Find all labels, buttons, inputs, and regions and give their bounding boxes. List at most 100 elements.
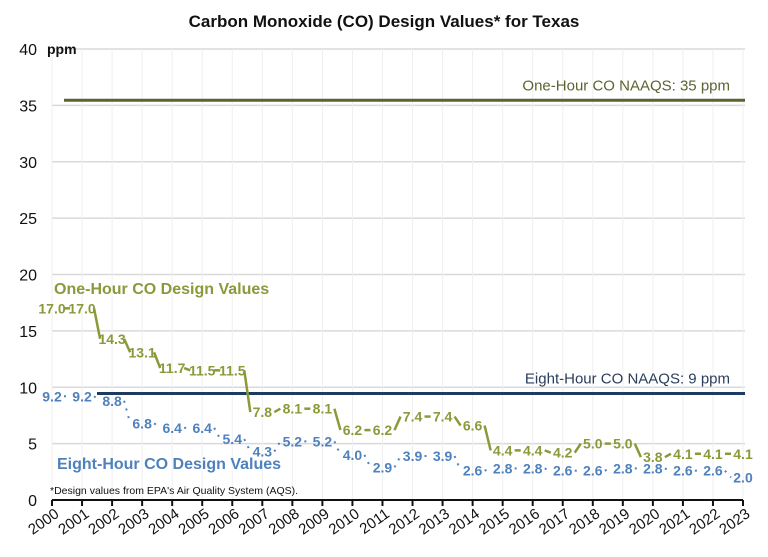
series-segment: [724, 470, 732, 479]
reference-lines: One-Hour CO NAAQS: 35 ppm Eight-Hour CO N…: [64, 77, 745, 395]
data-label: 17.0: [38, 300, 65, 316]
x-tick-label: 2016: [506, 505, 543, 538]
series-segment: [484, 467, 492, 472]
data-label: 4.1: [673, 446, 693, 462]
series-label-one-hour: One-Hour CO Design Values: [54, 281, 269, 298]
x-tick-label: 2020: [626, 505, 663, 538]
series-segment: [604, 467, 612, 472]
data-label: 7.4: [433, 409, 453, 425]
y-axis-unit-label: ppm: [47, 41, 77, 57]
data-label: 3.8: [643, 449, 663, 465]
data-label: 8.8: [102, 393, 122, 409]
chart-title: Carbon Monoxide (CO) Design Values* for …: [189, 12, 580, 31]
series-group: 17.0 17.014.313.111.7 11.5 11.57.8 8.1 8.16.2…: [38, 300, 753, 485]
data-label: 13.1: [129, 344, 156, 360]
data-label: 2.9: [373, 459, 393, 475]
x-tick-label: 2019: [596, 505, 633, 538]
series-segment: [243, 438, 252, 452]
gridlines: [51, 48, 745, 500]
data-label: 2.6: [673, 463, 693, 479]
data-label: 6.4: [192, 420, 212, 436]
x-tick-label: 2023: [716, 505, 753, 538]
x-tick-label: 2010: [326, 505, 363, 538]
data-label: 2.8: [643, 460, 663, 476]
series-segment: [213, 427, 222, 440]
data-label: 5.0: [613, 436, 633, 452]
footnote: *Design values from EPA's Air Quality Sy…: [50, 485, 298, 497]
series-segment: [92, 308, 102, 340]
x-tick-label: 2006: [205, 505, 242, 538]
y-tick-label: 0: [28, 493, 37, 510]
y-tick-label: 5: [28, 437, 37, 454]
y-tick-label: 30: [19, 155, 37, 172]
x-tick-label: 2007: [236, 505, 273, 538]
series-segment: [363, 454, 372, 468]
x-tick-label: 2002: [85, 505, 122, 538]
data-label: 4.1: [703, 446, 723, 462]
data-label: 6.6: [463, 418, 483, 434]
x-axis: 2000200120022003200420052006200720082009…: [25, 499, 753, 538]
data-label: 8.1: [313, 401, 333, 417]
y-tick-label: 20: [19, 268, 37, 285]
data-label: 2.8: [523, 460, 543, 476]
data-label: 6.2: [343, 422, 363, 438]
series-label-eight-hour: Eight-Hour CO Design Values: [57, 456, 281, 473]
data-label: 4.0: [343, 447, 363, 463]
x-tick-label: 2017: [536, 505, 573, 538]
x-tick-label: 2018: [566, 505, 603, 538]
y-axis-ticks: 0 5 10 15 20 25 30 35 40: [19, 42, 37, 510]
series-segment: [273, 407, 281, 414]
y-tick-label: 15: [19, 324, 37, 341]
series-segment: [93, 395, 101, 402]
series-segment: [153, 422, 161, 429]
data-label: 2.6: [463, 463, 483, 479]
series-segment: [544, 467, 552, 472]
x-tick-label: 2015: [476, 505, 513, 538]
x-tick-label: 2009: [296, 505, 333, 538]
y-tick-label: 35: [19, 98, 37, 115]
x-tick-label: 2013: [416, 505, 453, 538]
data-label: 7.4: [403, 409, 423, 425]
series-segment: [393, 455, 402, 468]
series-segment: [393, 416, 402, 431]
data-label: 2.8: [493, 460, 513, 476]
data-label: 2.0: [733, 469, 753, 485]
reference-line-label: One-Hour CO NAAQS: 35 ppm: [522, 77, 730, 94]
x-tick-label: 2014: [446, 505, 483, 538]
series-segment: [243, 370, 252, 413]
data-label: 4.2: [553, 445, 573, 461]
series-segment: [453, 455, 462, 472]
series-segment: [633, 443, 643, 458]
series-segment: [544, 449, 552, 454]
data-label: 3.9: [403, 448, 423, 464]
data-label: 6.8: [132, 415, 152, 431]
series-segment: [122, 338, 132, 353]
data-label: 17.0: [68, 300, 95, 316]
data-label: 9.2: [42, 388, 62, 404]
data-label: 5.4: [223, 431, 243, 447]
data-label: 4.4: [493, 442, 513, 458]
series-segment: [483, 425, 492, 451]
data-label: 2.6: [583, 463, 603, 479]
data-label: 6.2: [373, 422, 393, 438]
data-label: 11.5: [189, 362, 216, 378]
x-tick-label: 2008: [266, 505, 303, 538]
data-label: 11.5: [219, 362, 246, 378]
series-segment: [123, 400, 132, 424]
series-eight-hour: 9.2 9.2 8.8 6.8 6.4 6.4 5.4 4.3 5.2 5.2 4.0 2.9 3.9 3…: [42, 388, 753, 485]
data-label: 5.2: [283, 433, 303, 449]
series-segment: [152, 351, 162, 369]
series-segment: [573, 442, 582, 454]
data-label: 11.7: [159, 360, 186, 376]
series-segment: [664, 467, 672, 472]
x-tick-label: 2012: [386, 505, 423, 538]
data-label: 14.3: [98, 331, 125, 347]
x-tick-label: 2003: [115, 505, 152, 538]
reference-line-label: Eight-Hour CO NAAQS: 9 ppm: [525, 370, 730, 387]
data-label: 8.1: [283, 401, 303, 417]
data-label: 2.6: [703, 463, 723, 479]
y-tick-label: 40: [19, 42, 37, 59]
y-tick-label: 10: [19, 380, 37, 397]
data-label: 4.4: [523, 442, 543, 458]
